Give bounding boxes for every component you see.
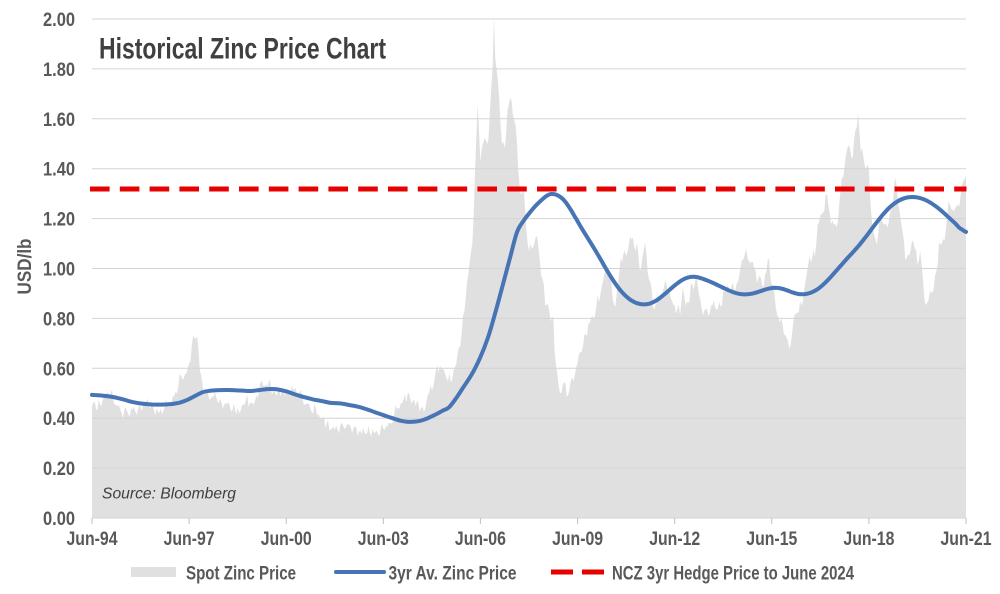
svg-text:NCZ 3yr Hedge Price to June 20: NCZ 3yr Hedge Price to June 2024 xyxy=(612,564,854,585)
svg-text:Jun-12: Jun-12 xyxy=(649,529,700,550)
svg-text:1.60: 1.60 xyxy=(43,110,75,131)
svg-text:0.40: 0.40 xyxy=(43,409,75,430)
svg-text:Jun-94: Jun-94 xyxy=(67,529,118,550)
svg-text:1.20: 1.20 xyxy=(43,210,75,231)
svg-text:Jun-00: Jun-00 xyxy=(261,529,312,550)
svg-text:Historical Zinc Price Chart: Historical Zinc Price Chart xyxy=(99,33,386,66)
svg-text:Jun-03: Jun-03 xyxy=(358,529,409,550)
svg-text:Jun-18: Jun-18 xyxy=(843,529,894,550)
svg-text:USD/lb: USD/lb xyxy=(15,239,36,295)
svg-text:0.20: 0.20 xyxy=(43,459,75,480)
svg-text:3yr Av. Zinc Price: 3yr Av. Zinc Price xyxy=(389,564,517,585)
svg-text:1.00: 1.00 xyxy=(43,260,75,281)
svg-text:0.80: 0.80 xyxy=(43,309,75,330)
svg-text:Source: Bloomberg: Source: Bloomberg xyxy=(102,486,236,503)
svg-text:1.40: 1.40 xyxy=(43,160,75,181)
svg-text:0.00: 0.00 xyxy=(43,509,75,530)
svg-text:Jun-21: Jun-21 xyxy=(941,529,992,550)
svg-text:Jun-97: Jun-97 xyxy=(164,529,215,550)
svg-text:Spot Zinc Price: Spot Zinc Price xyxy=(186,564,296,585)
svg-text:Jun-06: Jun-06 xyxy=(455,529,506,550)
svg-text:0.60: 0.60 xyxy=(43,359,75,380)
svg-text:1.80: 1.80 xyxy=(43,60,75,81)
svg-text:2.00: 2.00 xyxy=(43,10,75,31)
svg-text:Jun-15: Jun-15 xyxy=(746,529,797,550)
svg-text:Jun-09: Jun-09 xyxy=(552,529,603,550)
